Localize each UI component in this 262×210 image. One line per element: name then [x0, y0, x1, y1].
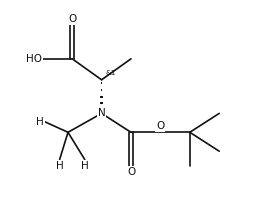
- Text: H: H: [81, 161, 89, 171]
- Text: H: H: [56, 161, 63, 171]
- Text: H: H: [36, 117, 44, 127]
- Text: &1: &1: [106, 70, 116, 76]
- Text: O: O: [127, 167, 135, 177]
- Text: O: O: [68, 14, 76, 24]
- Text: N: N: [98, 108, 106, 118]
- Text: HO: HO: [26, 54, 42, 64]
- Text: O: O: [156, 121, 165, 131]
